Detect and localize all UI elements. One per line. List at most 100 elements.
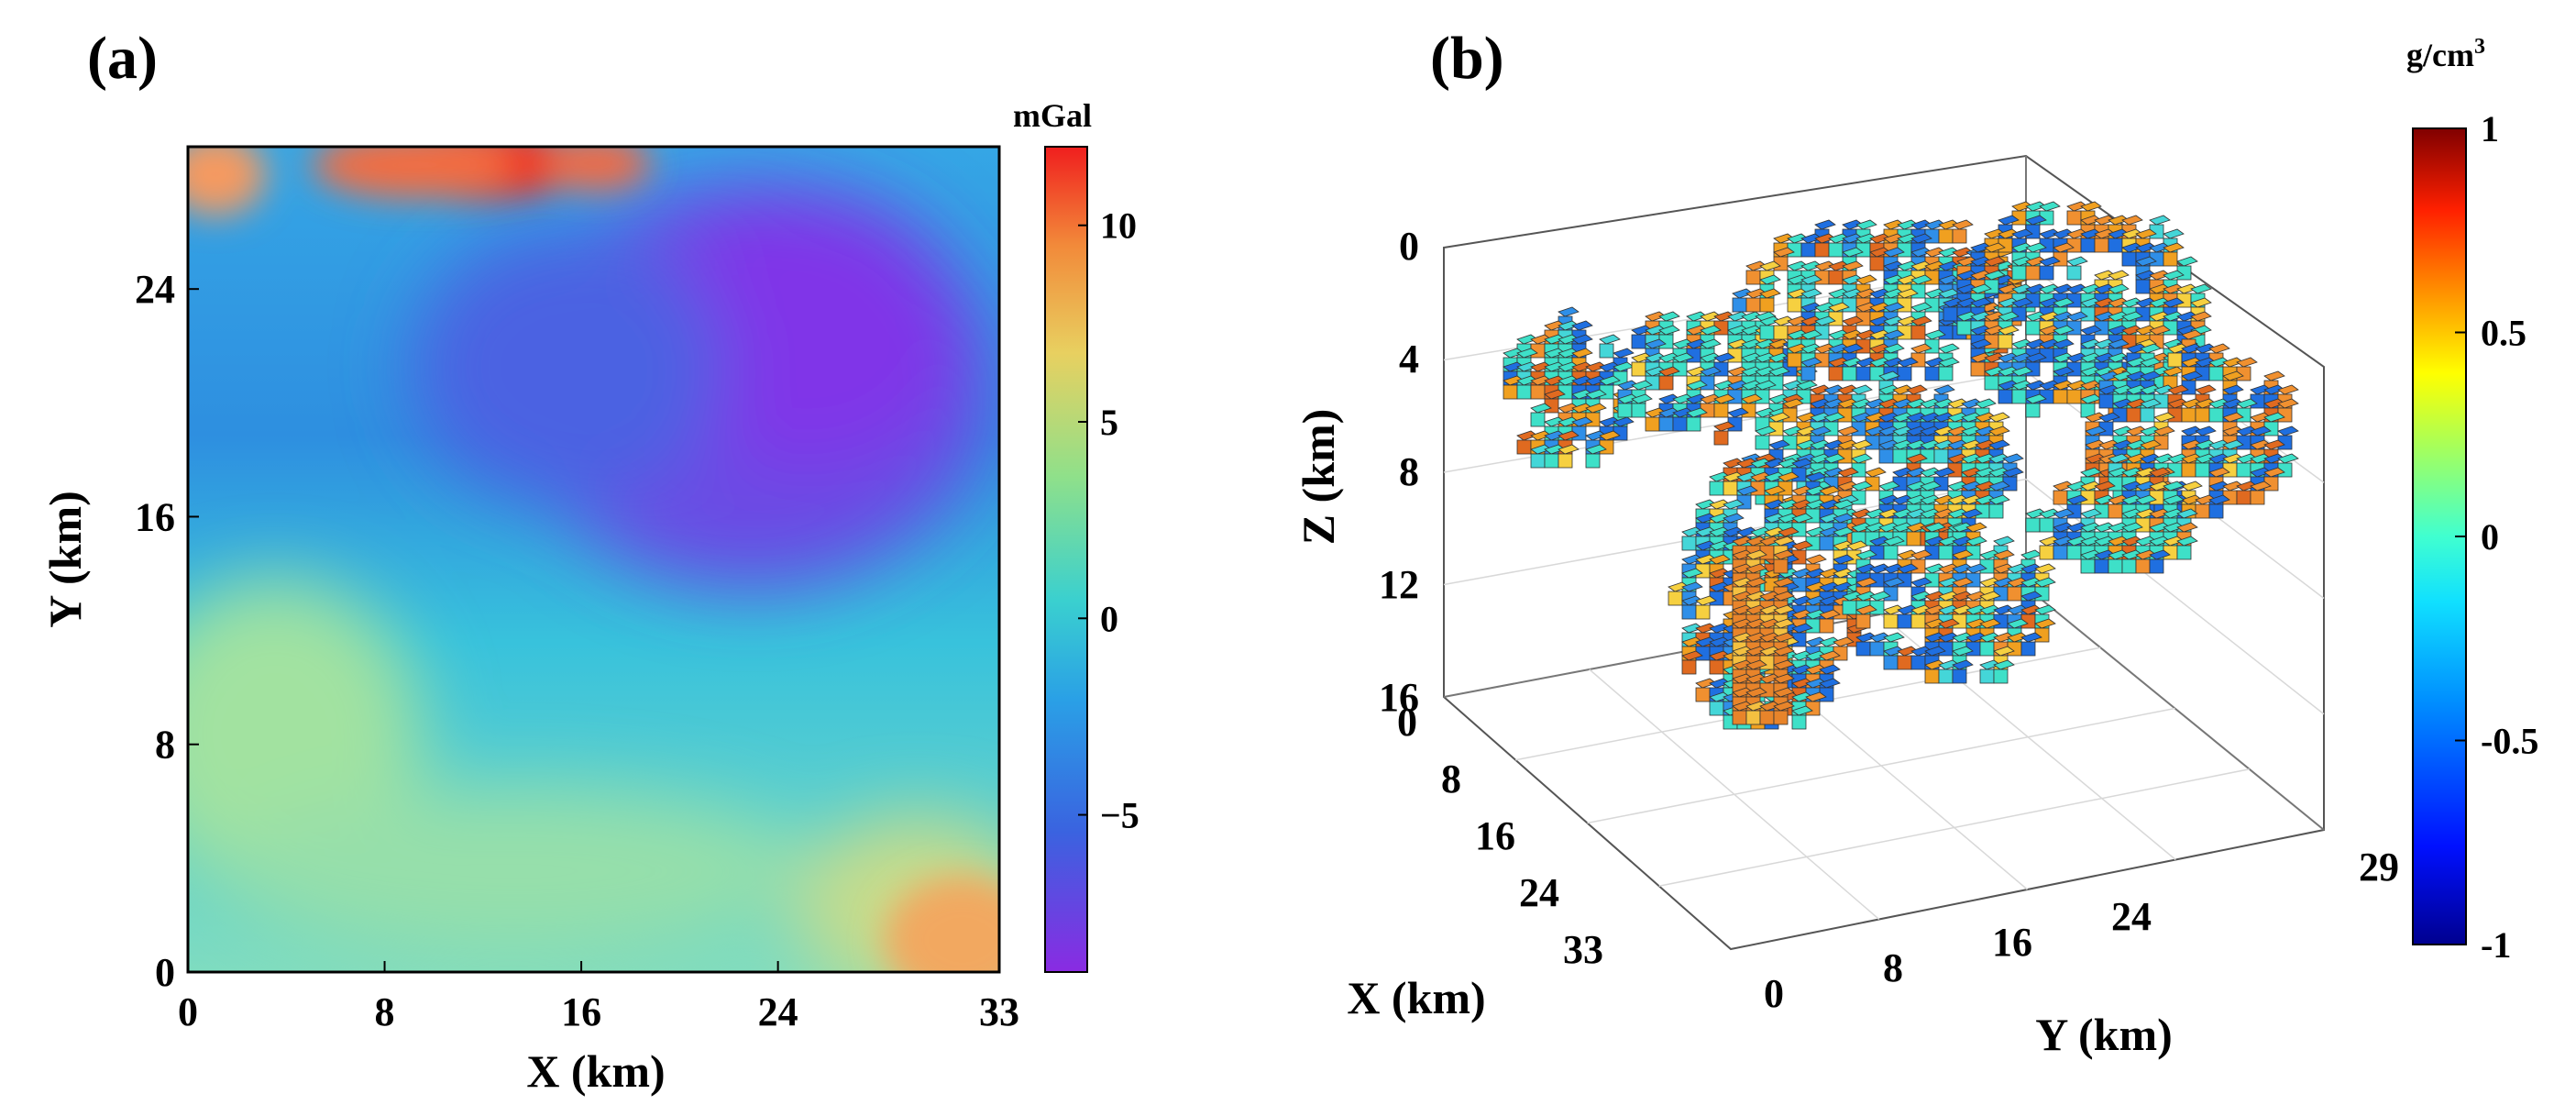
voxel-face (2053, 389, 2068, 404)
voxel-face (2181, 407, 2196, 423)
voxel-top (1713, 393, 1735, 404)
panel-b-z-ticks: 0 4 8 12 16 (1379, 224, 1419, 720)
voxel-top (1791, 540, 1813, 551)
voxel-top (1855, 604, 1877, 615)
voxel-top (1883, 302, 1905, 313)
voxel-top (1855, 219, 1877, 230)
voxel-top (2277, 384, 2299, 395)
voxel-face (1773, 710, 1789, 725)
voxel-top (2163, 228, 2185, 239)
voxel-face (1897, 655, 1912, 670)
voxel-top (1778, 471, 1800, 482)
panel-a-label: (a) (87, 25, 158, 92)
voxel-face (1819, 618, 1834, 634)
voxel-face (1516, 439, 1532, 455)
voxel-top (1924, 329, 1946, 340)
voxel-top (2140, 398, 2162, 409)
voxel-top (1773, 536, 1795, 547)
voxel-top (2153, 425, 2175, 436)
voxel-top (1910, 302, 1932, 313)
voxel-top (2039, 256, 2061, 267)
voxel-top (1883, 536, 1905, 547)
z-tick-label: 12 (1379, 562, 1419, 607)
voxel-face (1530, 453, 1546, 469)
voxel-top (2163, 270, 2185, 281)
voxel-face (1828, 242, 1844, 258)
voxel-face (1759, 297, 1775, 313)
voxel-face (2163, 251, 2178, 267)
voxel-top (2163, 481, 2185, 492)
voxel-top (1897, 357, 1919, 368)
voxel-top (2020, 632, 2042, 643)
voxel-face (1952, 668, 1967, 684)
voxel-face (1530, 384, 1546, 400)
voxel-face (1883, 655, 1899, 670)
voxel-top (1773, 687, 1795, 698)
voxel-face (1558, 453, 1573, 469)
voxel-top (2053, 325, 2075, 336)
voxel-top (1709, 554, 1731, 565)
voxel-top (1851, 439, 1873, 450)
voxel-top (1759, 274, 1781, 285)
voxel-top (2149, 549, 2171, 560)
voxel-face (1645, 416, 1660, 432)
voxel-top (1855, 549, 1877, 560)
voxel-face (2208, 407, 2224, 423)
voxel-top (1878, 370, 1900, 381)
x-tick-label: 24 (1519, 870, 1559, 915)
voxel-face (2176, 545, 2192, 560)
voxel-face (2007, 586, 2022, 602)
voxel-face (1503, 384, 1518, 400)
voxel-top (1741, 393, 1763, 404)
voxel-top (2167, 384, 2189, 395)
voxel-top (2176, 256, 2198, 267)
voxel-top (1773, 591, 1795, 602)
voxel-top (1988, 494, 2010, 505)
colorbar-tick-label: 5 (1100, 402, 1118, 443)
voxel-top (2176, 522, 2198, 533)
voxel-face (1956, 320, 1972, 336)
voxel-top (1910, 315, 1932, 326)
voxel-top (2066, 256, 2088, 267)
x-tick-label: 33 (1563, 927, 1603, 972)
z-tick-label: 0 (1399, 224, 1419, 269)
voxel-top (2149, 325, 2171, 336)
voxel-top (1851, 384, 1873, 395)
voxel-face (2236, 490, 2251, 505)
voxel-face (1686, 416, 1701, 432)
voxel-top (2163, 242, 2185, 253)
voxel-face (1883, 545, 1899, 560)
voxel-face (1842, 366, 1857, 381)
voxel-top (1975, 398, 1997, 409)
voxel-face (1681, 604, 1697, 620)
panel-a-x-ticks: 0 8 16 24 33 (178, 961, 1019, 1034)
x-tick-label: 24 (758, 989, 798, 1034)
colorbar-tick-label: -1 (2481, 924, 2511, 966)
voxel-face (1530, 412, 1546, 427)
voxel-top (2135, 228, 2157, 239)
voxel-top (1613, 348, 1635, 359)
voxel-face (1869, 366, 1885, 381)
voxel-top (2277, 453, 2299, 464)
voxel-face (1713, 430, 1729, 446)
voxel-top (1979, 618, 2001, 629)
voxel-face (1681, 536, 1697, 551)
voxel-top (1773, 247, 1795, 258)
voxel-top (1796, 380, 1818, 391)
voxel-face (1938, 668, 1954, 684)
voxel-top (1695, 595, 1717, 606)
voxel-top (1759, 288, 1781, 299)
voxel-face (1878, 448, 1894, 464)
voxel-face (1869, 256, 1885, 271)
voxel-face (1681, 659, 1697, 675)
voxel-top (1571, 348, 1593, 359)
voxel-top (1755, 425, 1777, 436)
voxel-face (1709, 701, 1724, 716)
voxel-face (1892, 448, 1908, 464)
voxel-top (1791, 623, 1813, 634)
voxel-top (1865, 467, 1887, 478)
voxel-top (1910, 549, 1932, 560)
voxel-top (2190, 311, 2212, 322)
voxel-face (2167, 352, 2183, 368)
voxel-top (1855, 274, 1877, 285)
